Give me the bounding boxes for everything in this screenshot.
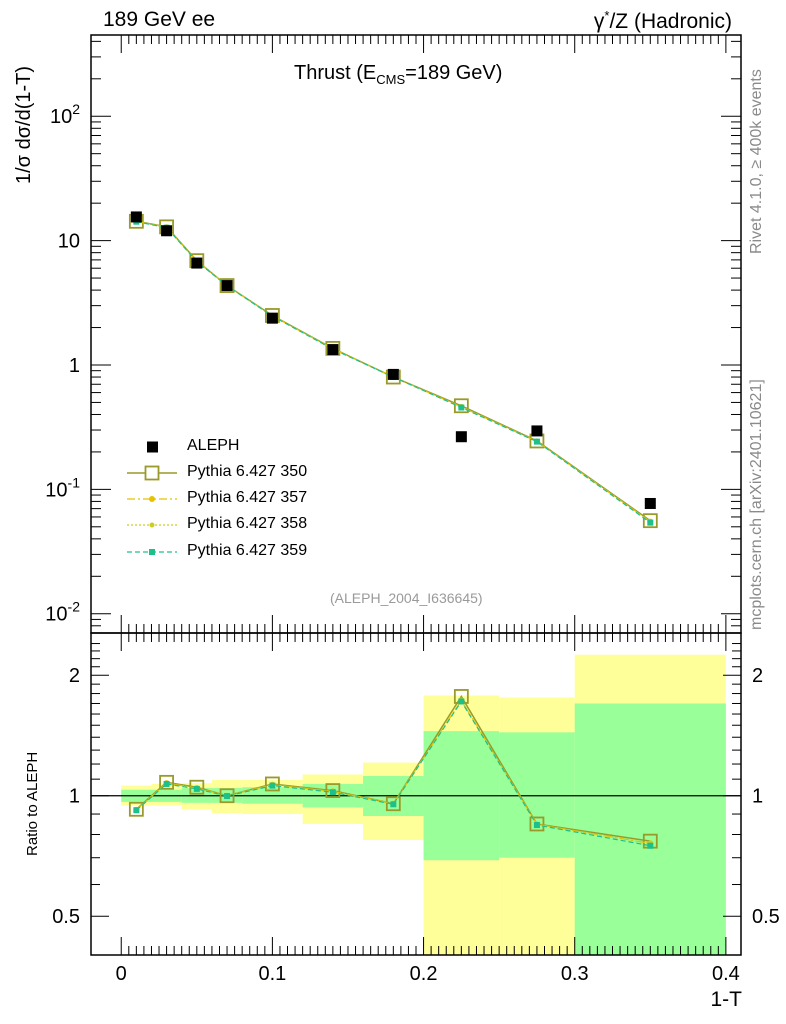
ratio-point-p359-9 <box>647 842 654 849</box>
main-y-tick-label-1: 10-1 <box>45 474 80 501</box>
data-point-5 <box>327 344 339 356</box>
legend-marker-p350 <box>144 465 160 481</box>
legend-marker-p359 <box>149 549 155 555</box>
header-right-sup: * <box>604 8 610 23</box>
ratio-point-p350-0 <box>128 801 144 817</box>
main-point-p359-7 <box>458 404 465 411</box>
x-tick-label-0: 0 <box>116 963 127 985</box>
header-right-rest: /Z (Hadronic) <box>609 10 732 33</box>
data-point-3 <box>221 280 233 292</box>
plot-title: Thrust (ECMS=189 GeV) <box>294 62 502 87</box>
ratio-point-p359-0 <box>133 807 140 814</box>
legend-label-p358: Pythia 6.427 358 <box>187 515 308 532</box>
legend-marker-aleph <box>147 441 158 453</box>
ratio-y-tick-label-right-1: 1 <box>752 786 763 808</box>
ratio-y-tick-label-left-1: 1 <box>69 786 80 808</box>
ratio-point-p350-8 <box>529 816 545 832</box>
ratio-y-tick-label-right-2: 2 <box>752 665 763 687</box>
ratio-band-inner-8 <box>499 732 575 858</box>
tick-exponent: -2 <box>68 599 81 615</box>
ratio-line-p350 <box>135 695 651 842</box>
header-right: γ*/Z (Hadronic) <box>594 8 732 34</box>
tick-base: 10 <box>45 479 67 501</box>
x-tick-label-4: 0.4 <box>712 963 740 985</box>
ratio-point-p359-4 <box>269 782 276 789</box>
ratio-y-tick-label-right-0: 0.5 <box>752 906 780 928</box>
data-point-1 <box>161 225 173 237</box>
main-y-tick-label-2: 1 <box>69 355 80 377</box>
ratio-y-tick-label-left-0: 0.5 <box>52 906 80 928</box>
main-point-p350-9 <box>642 513 658 529</box>
tick-base: 10 <box>50 106 72 128</box>
tick-base: 10 <box>58 231 80 253</box>
ratio-point-p359-1 <box>163 780 170 787</box>
legend-marker-p358 <box>149 522 155 528</box>
tick-base: 10 <box>45 604 67 626</box>
header-left: 189 GeV ee <box>103 8 216 31</box>
ratio-point-p350-1 <box>159 774 174 790</box>
x-tick-label-1: 0.1 <box>258 963 286 985</box>
ratio-point-p359-5 <box>329 789 336 796</box>
ratio-point-p350-6 <box>385 796 401 812</box>
data-point-0 <box>130 211 142 223</box>
x-tick-label-3: 0.3 <box>561 963 589 985</box>
data-point-2 <box>191 257 203 269</box>
ratio-y-tick-label-left-2: 2 <box>69 665 80 687</box>
main-point-p350-3 <box>219 278 235 293</box>
ratio-point-p359-8 <box>533 821 540 828</box>
x-tick-label-2: 0.2 <box>410 963 438 985</box>
analysis-id: (ALEPH_2004_I636645) <box>330 590 483 606</box>
main-y-tick-label-3: 10 <box>58 231 80 253</box>
main-point-p350-7 <box>453 398 469 414</box>
data-point-7 <box>455 431 467 443</box>
main-point-p359-9 <box>647 519 654 526</box>
main-plot-frame <box>90 34 742 634</box>
main-point-p359-8 <box>533 438 540 445</box>
plot-title-suffix: =189 GeV) <box>405 62 503 84</box>
legend-label-aleph: ALEPH <box>187 437 240 454</box>
ratio-point-p359-6 <box>390 801 397 808</box>
data-point-4 <box>266 312 278 324</box>
ratio-point-p350-4 <box>264 776 280 792</box>
main-line-p359 <box>136 221 651 524</box>
x-axis-label: 1-T <box>710 988 743 1011</box>
legend-label-p357: Pythia 6.427 357 <box>187 489 308 506</box>
ratio-band-inner-9 <box>574 703 726 955</box>
tick-exponent: 2 <box>72 101 80 117</box>
data-point-8 <box>531 425 543 437</box>
main-y-tick-label-4: 102 <box>50 101 80 128</box>
plot-title-prefix: Thrust (E <box>294 62 377 84</box>
header-right-base: γ <box>593 10 605 33</box>
legend-marker-p357 <box>149 496 155 502</box>
legend-label-p350: Pythia 6.427 350 <box>187 463 308 480</box>
ratio-point-p359-3 <box>224 793 231 800</box>
plot-title-subscript: CMS <box>376 72 406 87</box>
ratio-point-p359-7 <box>458 698 465 705</box>
ratio-line-p359 <box>135 700 651 847</box>
main-y-tick-label-0: 10-2 <box>45 599 80 626</box>
data-point-6 <box>387 368 399 380</box>
data-point-9 <box>644 497 656 509</box>
legend-label-p359: Pythia 6.427 359 <box>187 542 308 559</box>
tick-base: 1 <box>69 355 80 377</box>
ratio-point-p350-3 <box>219 788 235 804</box>
ratio-point-p359-2 <box>193 785 200 792</box>
tick-exponent: -1 <box>68 474 81 490</box>
